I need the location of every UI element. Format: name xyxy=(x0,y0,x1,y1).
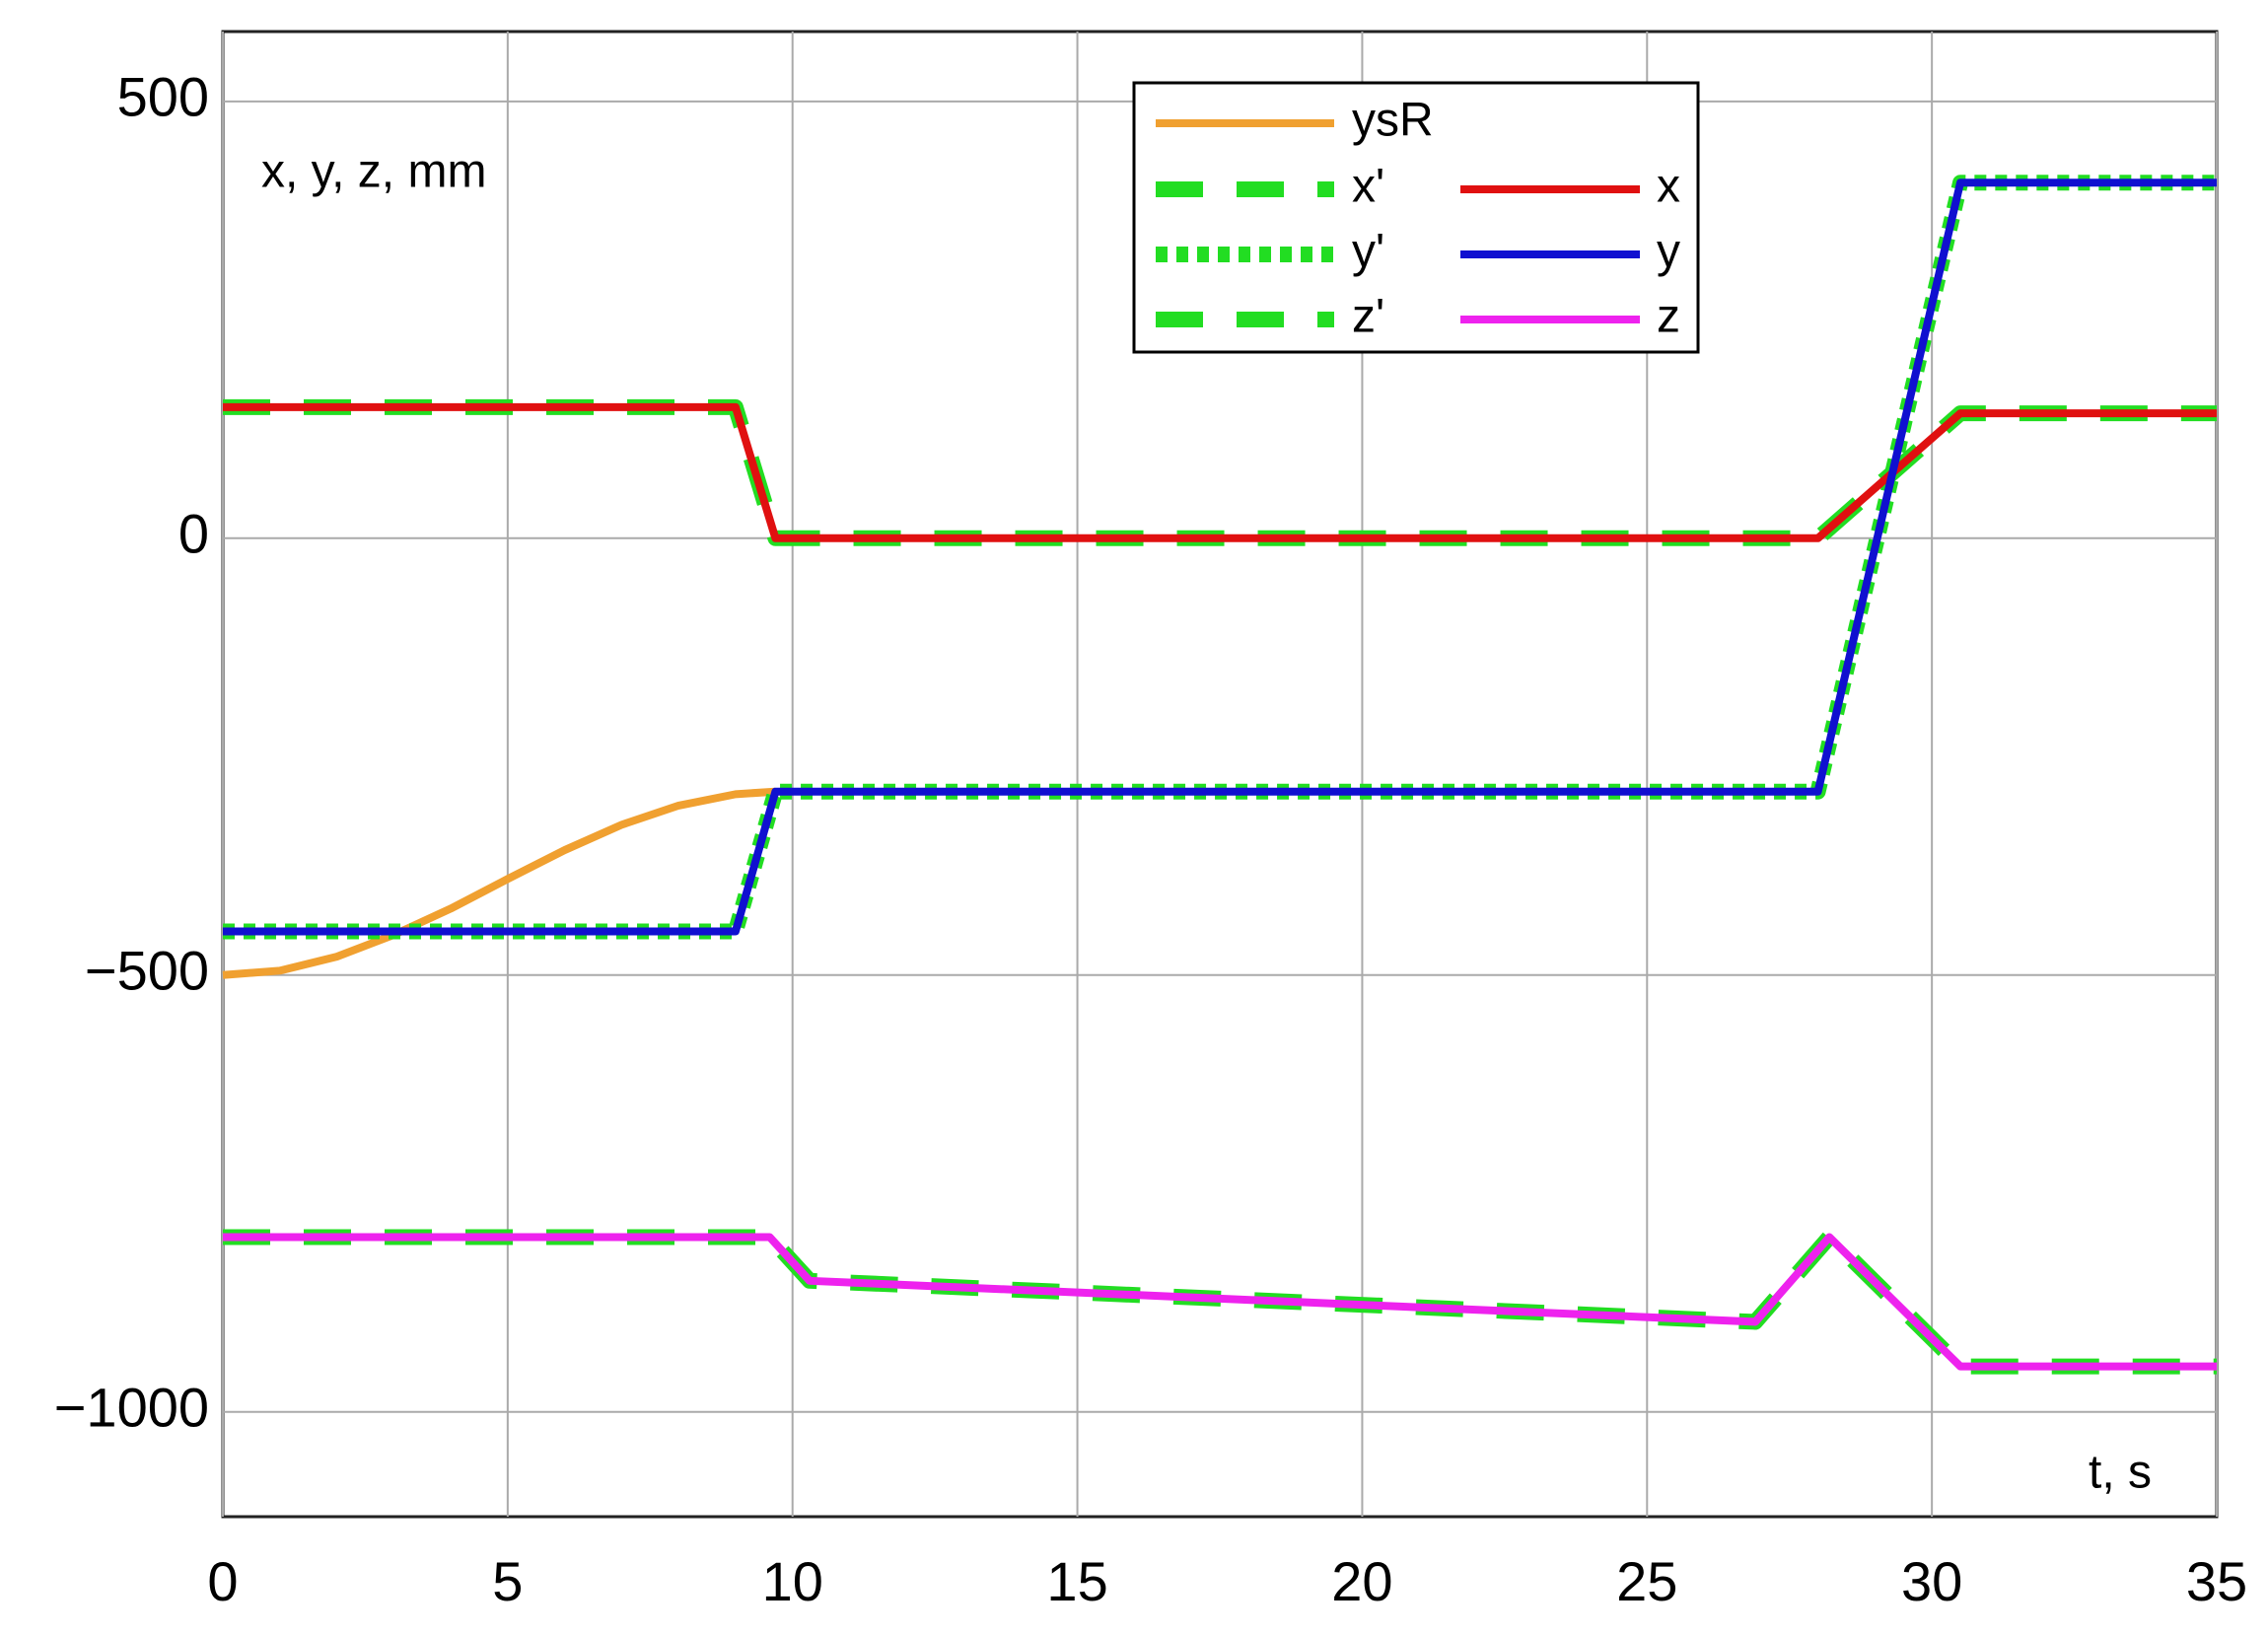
x-tick-label: 30 xyxy=(1901,1550,1962,1612)
legend-label: z xyxy=(1657,291,1680,343)
x-axis-label: t, s xyxy=(2089,1447,2152,1499)
legend-label: x' xyxy=(1352,161,1384,213)
y-tick-label: −500 xyxy=(85,940,209,1002)
x-tick-label: 20 xyxy=(1331,1550,1392,1612)
series-line xyxy=(223,178,2217,936)
x-tick-label: 35 xyxy=(2186,1550,2247,1612)
lines xyxy=(222,175,2217,1375)
legend-label: y' xyxy=(1352,226,1384,278)
x-tick-label: 25 xyxy=(1616,1550,1677,1612)
legend-label: ysR xyxy=(1352,95,1434,147)
y-tick-label: −1000 xyxy=(54,1376,209,1438)
series-line xyxy=(223,402,2217,542)
x-tick-label: 10 xyxy=(762,1550,823,1612)
legend-label: x xyxy=(1657,161,1680,213)
y-tick-label: 500 xyxy=(117,66,209,128)
x-tick-label: 5 xyxy=(492,1550,523,1612)
legend-label: z' xyxy=(1352,291,1384,343)
series-line xyxy=(223,1233,2217,1371)
x-tick-label: 15 xyxy=(1046,1550,1107,1612)
x-tick-label: 0 xyxy=(207,1550,238,1612)
y-axis-label: x, y, z, mm xyxy=(261,146,486,198)
legend-box xyxy=(1132,81,1700,354)
legend-label: y xyxy=(1657,226,1680,278)
y-tick-label: 0 xyxy=(178,503,209,565)
series-line xyxy=(222,787,776,979)
legend: ysR x' y' z' xyz xyxy=(1156,95,1680,343)
